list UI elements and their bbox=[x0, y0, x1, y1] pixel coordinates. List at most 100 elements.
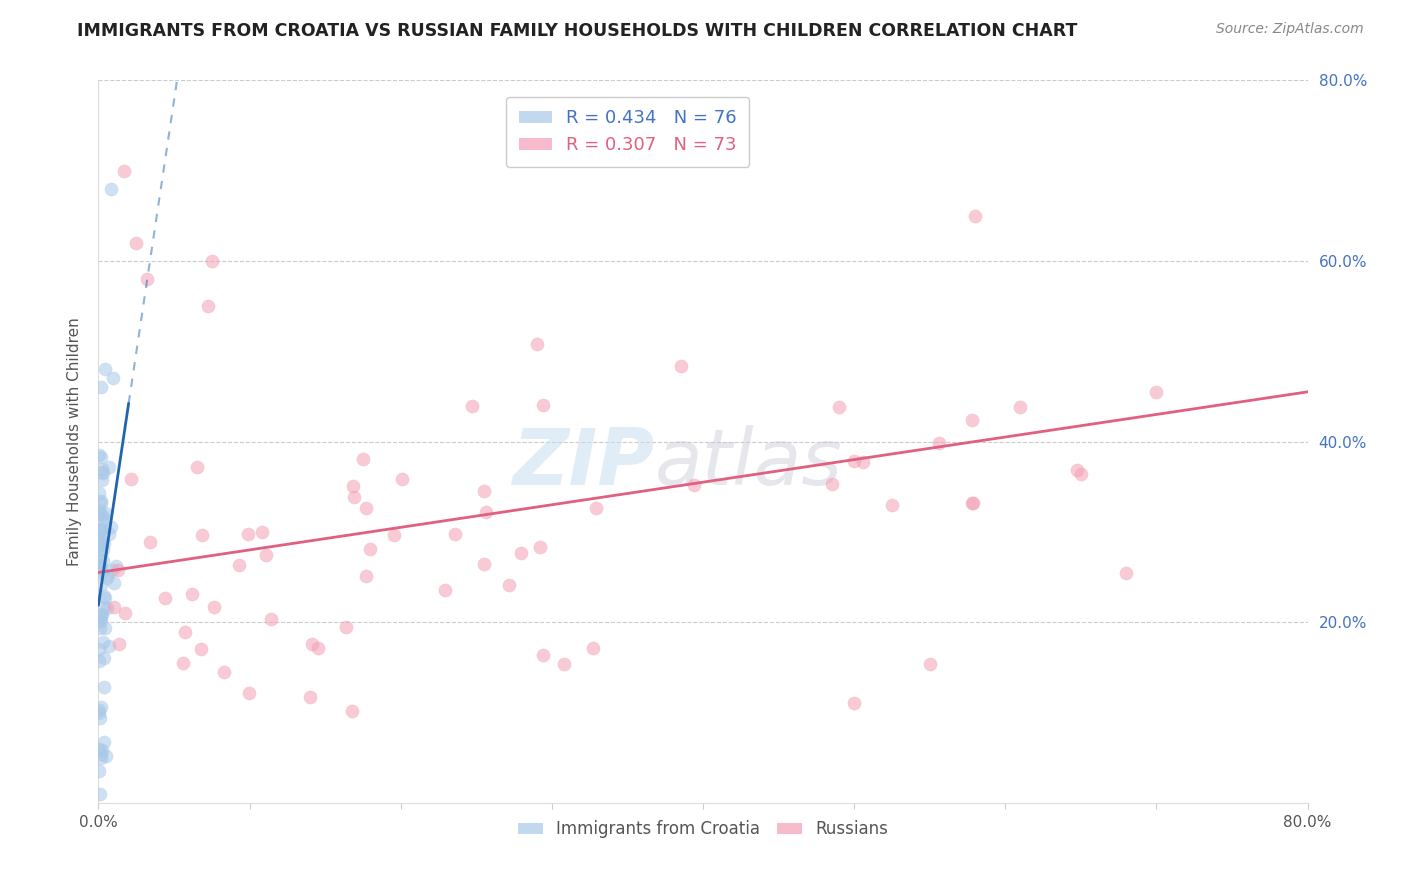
Point bbox=[172, 657, 194, 671]
Point bbox=[91, 553, 114, 567]
Point bbox=[96, 571, 118, 585]
Point bbox=[96, 568, 118, 582]
Point bbox=[90, 523, 112, 537]
Point bbox=[382, 528, 405, 542]
Point bbox=[671, 359, 693, 373]
Point bbox=[93, 599, 115, 614]
Point bbox=[228, 558, 250, 572]
Point bbox=[191, 528, 214, 542]
Point bbox=[252, 524, 274, 539]
Point bbox=[186, 459, 208, 474]
Point bbox=[682, 478, 704, 492]
Point bbox=[89, 485, 111, 500]
Point bbox=[100, 520, 122, 534]
Point bbox=[1066, 463, 1088, 477]
Point bbox=[94, 621, 117, 635]
Point bbox=[87, 448, 110, 462]
Point bbox=[190, 642, 212, 657]
Point bbox=[1070, 467, 1092, 482]
Point bbox=[93, 362, 115, 376]
Point bbox=[89, 613, 111, 627]
Point bbox=[93, 735, 115, 749]
Point bbox=[472, 483, 495, 498]
Point bbox=[90, 462, 112, 476]
Point bbox=[391, 472, 413, 486]
Point bbox=[335, 619, 357, 633]
Point bbox=[254, 548, 277, 562]
Point bbox=[342, 478, 364, 492]
Text: atlas: atlas bbox=[655, 425, 842, 501]
Point bbox=[173, 625, 195, 640]
Point bbox=[531, 648, 554, 662]
Point bbox=[90, 558, 112, 573]
Point bbox=[474, 506, 496, 520]
Point bbox=[108, 637, 131, 651]
Point bbox=[93, 635, 115, 649]
Point bbox=[90, 508, 112, 523]
Point bbox=[260, 612, 283, 626]
Point bbox=[100, 182, 122, 196]
Point bbox=[90, 494, 112, 508]
Point bbox=[90, 380, 112, 394]
Point bbox=[107, 563, 129, 577]
Point bbox=[298, 690, 321, 705]
Point bbox=[87, 654, 110, 668]
Text: ZIP: ZIP bbox=[512, 425, 655, 501]
Point bbox=[90, 747, 112, 762]
Point bbox=[585, 500, 607, 515]
Point bbox=[343, 490, 366, 504]
Point bbox=[202, 600, 225, 615]
Point bbox=[89, 537, 111, 551]
Point bbox=[1115, 566, 1137, 580]
Point bbox=[90, 546, 112, 560]
Point bbox=[90, 578, 112, 592]
Y-axis label: Family Households with Children: Family Households with Children bbox=[67, 318, 83, 566]
Point bbox=[98, 460, 121, 475]
Point bbox=[125, 235, 148, 250]
Point bbox=[87, 706, 110, 721]
Point bbox=[301, 637, 323, 651]
Point bbox=[93, 651, 115, 665]
Point bbox=[87, 503, 110, 517]
Point bbox=[90, 465, 112, 479]
Point bbox=[93, 536, 115, 550]
Point bbox=[965, 209, 987, 223]
Point bbox=[90, 607, 112, 621]
Point bbox=[1144, 384, 1167, 399]
Point bbox=[214, 665, 236, 679]
Point bbox=[498, 578, 520, 592]
Point bbox=[844, 454, 866, 468]
Point bbox=[443, 527, 465, 541]
Point bbox=[103, 600, 125, 615]
Point bbox=[91, 473, 114, 487]
Point bbox=[89, 711, 111, 725]
Point bbox=[87, 742, 110, 756]
Point bbox=[354, 569, 377, 583]
Point bbox=[91, 743, 114, 757]
Point bbox=[236, 527, 259, 541]
Point bbox=[928, 436, 950, 450]
Point bbox=[90, 533, 112, 547]
Point bbox=[90, 607, 112, 622]
Point bbox=[90, 513, 112, 527]
Text: Source: ZipAtlas.com: Source: ZipAtlas.com bbox=[1216, 22, 1364, 37]
Point bbox=[89, 787, 111, 801]
Point bbox=[307, 641, 329, 656]
Point bbox=[918, 657, 941, 671]
Point bbox=[98, 640, 121, 654]
Point bbox=[120, 472, 142, 486]
Point bbox=[87, 564, 110, 578]
Point bbox=[510, 546, 533, 560]
Point bbox=[103, 576, 125, 591]
Point bbox=[136, 272, 159, 286]
Point bbox=[104, 559, 127, 574]
Point bbox=[1010, 400, 1032, 414]
Point bbox=[90, 614, 112, 628]
Point bbox=[553, 657, 575, 671]
Point bbox=[91, 466, 114, 480]
Point bbox=[90, 700, 112, 714]
Point bbox=[89, 561, 111, 575]
Point bbox=[89, 621, 111, 635]
Point bbox=[197, 299, 219, 313]
Point bbox=[89, 523, 111, 537]
